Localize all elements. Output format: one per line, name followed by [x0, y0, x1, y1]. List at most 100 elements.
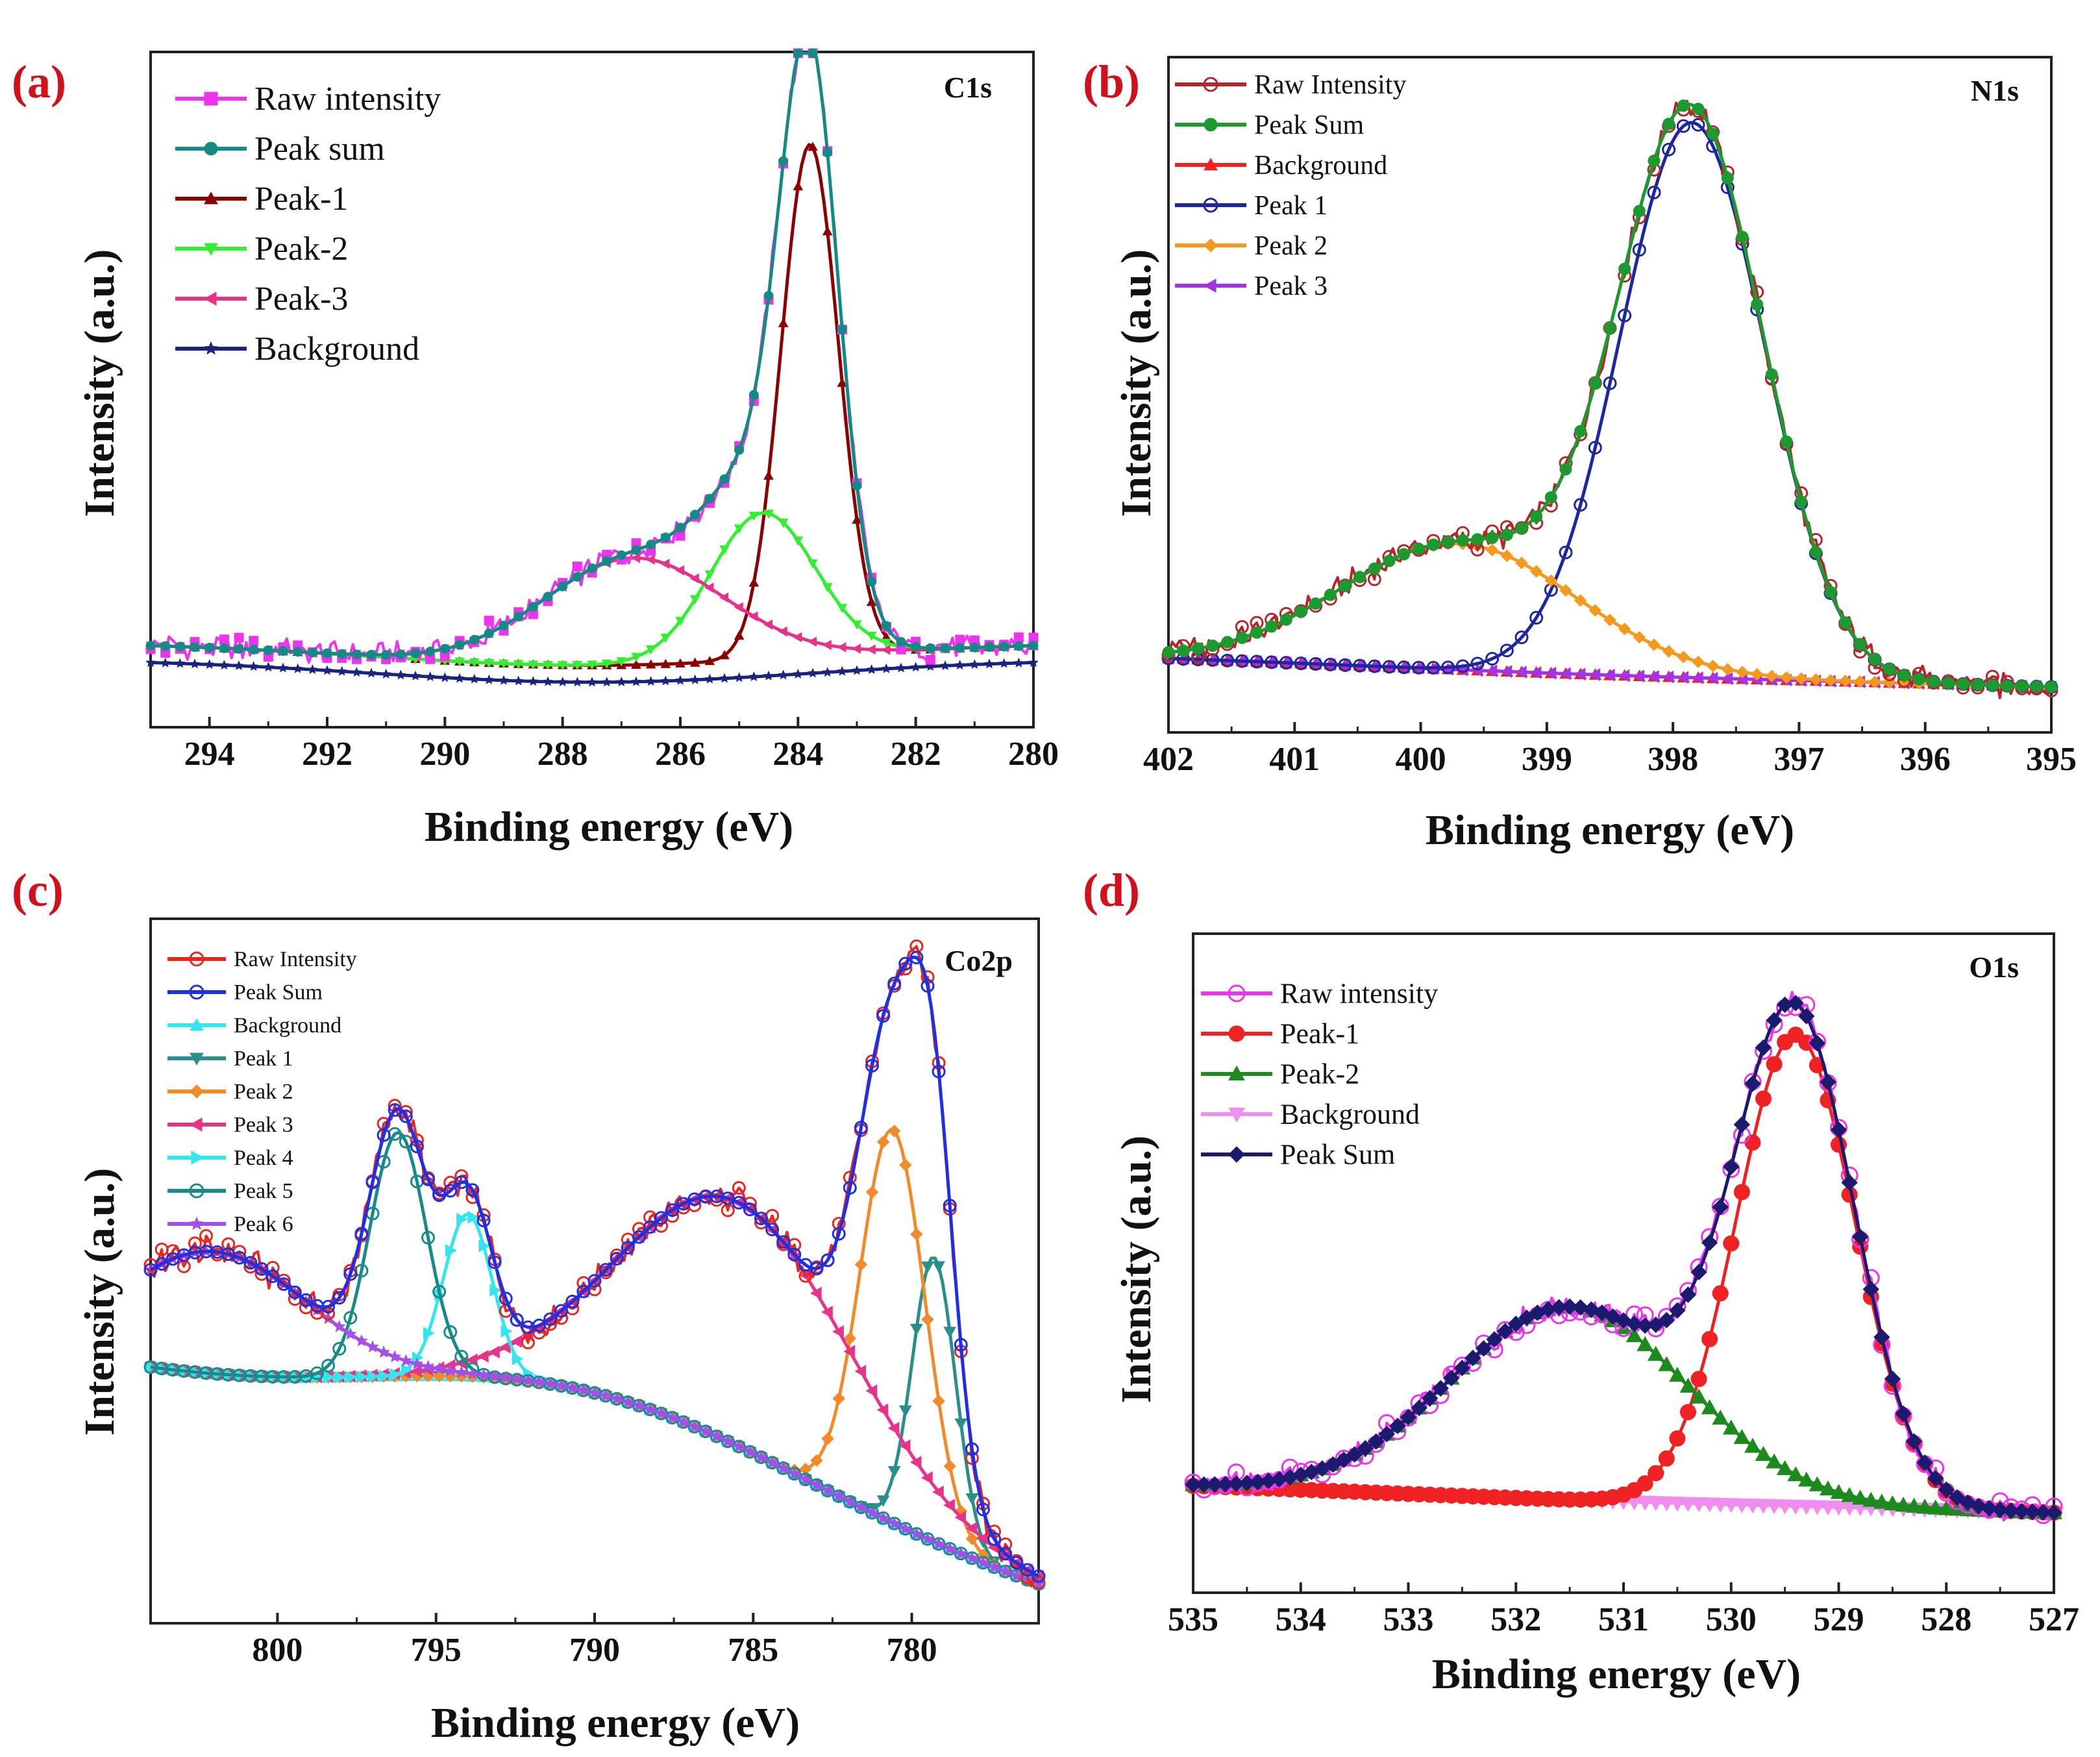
marker-b-1 [2016, 680, 2029, 693]
marker-b-3 [1632, 243, 1646, 257]
marker-b-1 [1530, 510, 1543, 523]
marker-a-5 [292, 663, 303, 673]
marker-c-8 [932, 1537, 945, 1550]
legend-marker-d-2 [1228, 1065, 1245, 1081]
marker-d-4 [1679, 1286, 1697, 1303]
legend-label-d-2: Peak-2 [1280, 1058, 1359, 1090]
marker-a-5 [336, 666, 347, 676]
marker-d-1 [1723, 1235, 1740, 1252]
marker-c-1 [554, 1304, 569, 1318]
marker-d-2 [1669, 1367, 1686, 1382]
legend-label-b-4: Peak 2 [1254, 231, 1328, 261]
marker-b-3 [1353, 658, 1367, 673]
marker-a-3 [484, 658, 495, 669]
marker-a-0 [1013, 632, 1024, 643]
marker-c-4 [443, 1369, 457, 1383]
marker-a-1 [293, 647, 303, 657]
marker-a-0 [955, 634, 965, 645]
marker-b-3 [1250, 654, 1264, 669]
marker-c-8 [632, 1399, 646, 1412]
x-tick-label-c: 790 [569, 1632, 620, 1669]
marker-a-3 [616, 657, 627, 667]
legend-marker-b-2 [1204, 157, 1218, 171]
marker-c-0 [188, 1236, 202, 1251]
marker-a-3 [763, 509, 774, 519]
marker-b-1 [1177, 644, 1190, 657]
marker-b-1 [1398, 548, 1411, 561]
marker-d-2 [1744, 1438, 1761, 1453]
marker-a-0 [219, 634, 229, 645]
x-tick-label-d: 534 [1276, 1601, 1326, 1638]
marker-a-3 [675, 617, 686, 627]
marker-c-6 [500, 1325, 513, 1338]
marker-a-4 [645, 555, 655, 565]
legend-label-b-0: Raw Intensity [1254, 70, 1406, 100]
marker-d-4 [1594, 1304, 1611, 1321]
marker-c-8 [432, 1362, 446, 1375]
marker-b-4 [1736, 666, 1749, 679]
marker-b-1 [1751, 298, 1764, 311]
marker-d-2 [1851, 1489, 1869, 1505]
legend-label-c-2: Background [234, 1014, 341, 1038]
marker-c-1 [865, 1058, 879, 1073]
marker-d-4 [1604, 1308, 1622, 1325]
marker-b-1 [2045, 680, 2058, 693]
marker-b-1 [1648, 154, 1661, 167]
marker-c-0 [221, 1237, 236, 1251]
marker-b-5 [1529, 666, 1542, 679]
marker-a-0 [484, 616, 494, 626]
marker-a-1 [543, 592, 553, 602]
marker-c-6 [378, 1369, 391, 1383]
marker-b-1 [1250, 626, 1263, 639]
marker-d-1 [1637, 1475, 1653, 1492]
x-tick-label-b: 397 [1773, 741, 1824, 778]
marker-a-5 [557, 677, 568, 687]
marker-a-1 [690, 510, 700, 520]
marker-b-3 [1647, 185, 1661, 199]
marker-c-4 [821, 1432, 834, 1445]
marker-c-1 [532, 1318, 546, 1332]
marker-b-1 [1456, 534, 1469, 547]
marker-c-1 [488, 1255, 502, 1269]
marker-b-4 [1838, 675, 1852, 688]
marker-c-8 [665, 1410, 679, 1423]
legend-marker-d-1 [1228, 1025, 1245, 1042]
marker-c-1 [299, 1293, 313, 1307]
marker-d-4 [1421, 1389, 1439, 1407]
marker-b-1 [1883, 663, 1896, 676]
marker-b-4 [1485, 543, 1499, 556]
marker-a-1 [748, 390, 759, 400]
marker-c-8 [854, 1501, 868, 1513]
marker-a-1 [499, 620, 509, 630]
x-tick-label-b: 402 [1143, 741, 1194, 778]
marker-c-1 [743, 1202, 757, 1217]
legend-marker-b-0 [1203, 77, 1218, 92]
marker-c-8 [710, 1429, 723, 1442]
marker-c-8 [898, 1522, 912, 1534]
marker-c-1 [787, 1247, 802, 1262]
marker-c-5 [854, 1365, 867, 1378]
marker-c-8 [410, 1357, 424, 1370]
marker-b-1 [1427, 538, 1440, 551]
legend-marker-c-2 [190, 1017, 204, 1031]
marker-d-4 [1432, 1380, 1449, 1397]
marker-b-3 [1588, 441, 1602, 455]
marker-b-1 [1221, 636, 1234, 649]
marker-a-1 [337, 649, 347, 659]
marker-a-2 [808, 142, 818, 151]
marker-c-1 [887, 977, 902, 991]
marker-b-1 [1412, 542, 1425, 555]
marker-c-8 [621, 1395, 635, 1408]
marker-a-5 [748, 671, 760, 682]
marker-d-3 [1637, 1495, 1653, 1511]
legend-label-c-4: Peak 2 [234, 1080, 293, 1104]
marker-a-3 [557, 661, 568, 671]
marker-c-7 [343, 1310, 358, 1325]
marker-b-1 [1279, 613, 1292, 626]
marker-b-1 [1765, 368, 1778, 381]
x-tick-label-b: 399 [1522, 741, 1572, 778]
x-tick-label-b: 398 [1648, 741, 1698, 778]
marker-a-5 [925, 661, 936, 671]
marker-d-4 [1927, 1470, 1944, 1487]
legend-label-c-3: Peak 1 [234, 1047, 293, 1071]
